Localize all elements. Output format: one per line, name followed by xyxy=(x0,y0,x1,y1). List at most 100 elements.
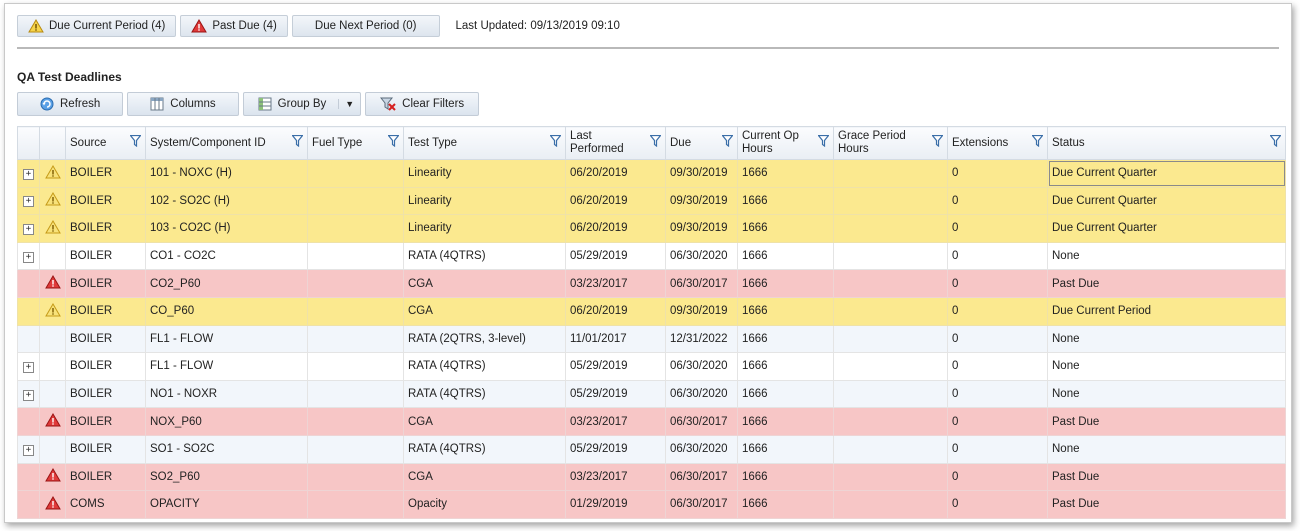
table-row[interactable]: COMS OPACITY Opacity 01/29/2019 06/30/2017 16… xyxy=(17,490,1286,519)
cell-system: FL1 - FLOW xyxy=(145,352,308,381)
table-row[interactable]: + BOILER FL1 - FLOW RATA (4QTRS) 05/29/2019 0… xyxy=(17,352,1286,381)
expand-cell[interactable]: + xyxy=(17,241,40,271)
cell-fuel xyxy=(307,296,404,326)
expand-cell[interactable]: + xyxy=(17,159,40,188)
refresh-icon xyxy=(40,97,54,111)
cell-source: BOILER xyxy=(65,241,146,271)
column-header-grace-period-hours[interactable]: Grace Period Hours xyxy=(833,126,948,160)
cell-fuel xyxy=(307,379,404,409)
past-due-label: Past Due (4) xyxy=(212,20,277,32)
filter-icon[interactable] xyxy=(291,134,304,151)
expand-icon[interactable]: + xyxy=(23,168,34,180)
clear-filters-button[interactable]: Clear Filters xyxy=(365,92,480,116)
table-row[interactable]: BOILER CO_P60 CGA 06/20/2019 09/30/2019 1666 0… xyxy=(17,296,1286,326)
due-current-period-button[interactable]: Due Current Period (4) xyxy=(17,15,177,37)
column-header-source[interactable]: Source xyxy=(65,126,146,160)
column-header-test-type[interactable]: Test Type xyxy=(403,126,566,160)
expand-cell[interactable]: + xyxy=(17,214,40,243)
table-row[interactable]: BOILER CO2_P60 CGA 03/23/2017 06/30/2017 1666… xyxy=(17,269,1286,298)
expand-icon[interactable]: + xyxy=(23,361,34,373)
expand-cell[interactable]: + xyxy=(17,352,40,381)
column-header-status[interactable]: Status xyxy=(1047,126,1286,160)
table-row[interactable]: BOILER NOX_P60 CGA 03/23/2017 06/30/2017 1666… xyxy=(17,407,1286,436)
expand-cell[interactable] xyxy=(17,462,40,492)
cell-ext: 0 xyxy=(947,324,1048,354)
chevron-down-icon[interactable]: ▼ xyxy=(338,99,354,109)
table-row[interactable]: BOILER FL1 - FLOW RATA (2QTRS, 3-level) 11/… xyxy=(17,324,1286,354)
cell-hours: 1666 xyxy=(737,490,834,519)
due-current-period-label: Due Current Period (4) xyxy=(49,20,166,32)
filter-icon[interactable] xyxy=(1031,134,1044,151)
filter-icon[interactable] xyxy=(649,134,662,151)
expand-icon[interactable]: + xyxy=(23,251,34,263)
filter-icon[interactable] xyxy=(549,134,562,151)
cell-due: 09/30/2019 xyxy=(665,296,738,326)
cell-grace xyxy=(833,296,948,326)
cell-last: 03/23/2017 xyxy=(565,269,666,298)
cell-test: CGA xyxy=(403,296,566,326)
expand-icon[interactable]: + xyxy=(23,223,34,235)
warning-icon xyxy=(44,302,61,320)
clear-filter-icon xyxy=(380,97,396,111)
refresh-button[interactable]: Refresh xyxy=(17,92,124,116)
filter-icon[interactable] xyxy=(129,134,142,151)
table-row[interactable]: + BOILER 103 - CO2C (H) Linearity 06/20/2019… xyxy=(17,214,1286,243)
cell-last: 06/20/2019 xyxy=(565,186,666,216)
cell-test: RATA (4QTRS) xyxy=(403,434,566,464)
cell-fuel xyxy=(307,352,404,381)
table-row[interactable]: + BOILER NO1 - NOXR RATA (4QTRS) 05/29/2019 0… xyxy=(17,379,1286,409)
cell-grace xyxy=(833,490,948,519)
expand-cell[interactable] xyxy=(17,490,40,519)
expand-cell[interactable] xyxy=(17,296,40,326)
column-header-system-component-id[interactable]: System/Component ID xyxy=(145,126,308,160)
warning-icon xyxy=(28,19,44,33)
filter-icon[interactable] xyxy=(931,134,944,151)
table-row[interactable]: + BOILER 102 - SO2C (H) Linearity 06/20/2019… xyxy=(17,186,1286,216)
expand-icon[interactable]: + xyxy=(23,196,34,208)
filter-icon[interactable] xyxy=(721,134,734,151)
status-icon-cell xyxy=(39,490,66,519)
filter-icon[interactable] xyxy=(387,134,400,151)
cell-test: CGA xyxy=(403,269,566,298)
alert-icon xyxy=(44,495,61,513)
expand-cell[interactable] xyxy=(17,407,40,436)
expand-cell[interactable]: + xyxy=(17,434,40,464)
cell-grace xyxy=(833,159,948,188)
expand-icon[interactable]: + xyxy=(23,389,34,401)
table-row[interactable]: BOILER SO2_P60 CGA 03/23/2017 06/30/2017 1666… xyxy=(17,462,1286,492)
cell-grace xyxy=(833,186,948,216)
cell-status: Past Due xyxy=(1047,407,1286,436)
columns-button[interactable]: Columns xyxy=(127,92,239,116)
cell-status: Past Due xyxy=(1047,269,1286,298)
filter-icon[interactable] xyxy=(817,134,830,151)
column-header-extensions[interactable]: Extensions xyxy=(947,126,1048,160)
expand-cell[interactable]: + xyxy=(17,379,40,409)
cell-status: None xyxy=(1047,434,1286,464)
column-header-last-performed[interactable]: Last Performed xyxy=(565,126,666,160)
filter-icon[interactable] xyxy=(1269,134,1282,151)
expand-icon[interactable]: + xyxy=(23,444,34,456)
table-row[interactable]: + BOILER SO1 - SO2C RATA (4QTRS) 05/29/2019 0… xyxy=(17,434,1286,464)
cell-source: BOILER xyxy=(65,159,146,188)
group-by-icon xyxy=(258,97,272,111)
expand-cell[interactable] xyxy=(17,269,40,298)
cell-ext: 0 xyxy=(947,434,1048,464)
cell-ext: 0 xyxy=(947,214,1048,243)
expand-cell[interactable]: + xyxy=(17,186,40,216)
group-by-button[interactable]: Group By ▼ xyxy=(242,92,362,116)
cell-system: CO2_P60 xyxy=(145,269,308,298)
cell-status: Past Due xyxy=(1047,462,1286,492)
status-icon-cell xyxy=(39,269,66,298)
cell-last: 06/20/2019 xyxy=(565,296,666,326)
column-header-fuel-type[interactable]: Fuel Type xyxy=(307,126,404,160)
cell-test: Linearity xyxy=(403,159,566,188)
cell-due: 06/30/2017 xyxy=(665,490,738,519)
table-row[interactable]: + BOILER 101 - NOXC (H) Linearity 06/20/2019… xyxy=(17,159,1286,188)
table-row[interactable]: + BOILER CO1 - CO2C RATA (4QTRS) 05/29/2019 0… xyxy=(17,241,1286,271)
expand-cell[interactable] xyxy=(17,324,40,354)
due-next-period-button[interactable]: Due Next Period (0) xyxy=(291,15,440,37)
past-due-button[interactable]: Past Due (4) xyxy=(180,15,288,37)
cell-system: NOX_P60 xyxy=(145,407,308,436)
column-header-current-op-hours[interactable]: Current Op Hours xyxy=(737,126,834,160)
column-header-due[interactable]: Due xyxy=(665,126,738,160)
